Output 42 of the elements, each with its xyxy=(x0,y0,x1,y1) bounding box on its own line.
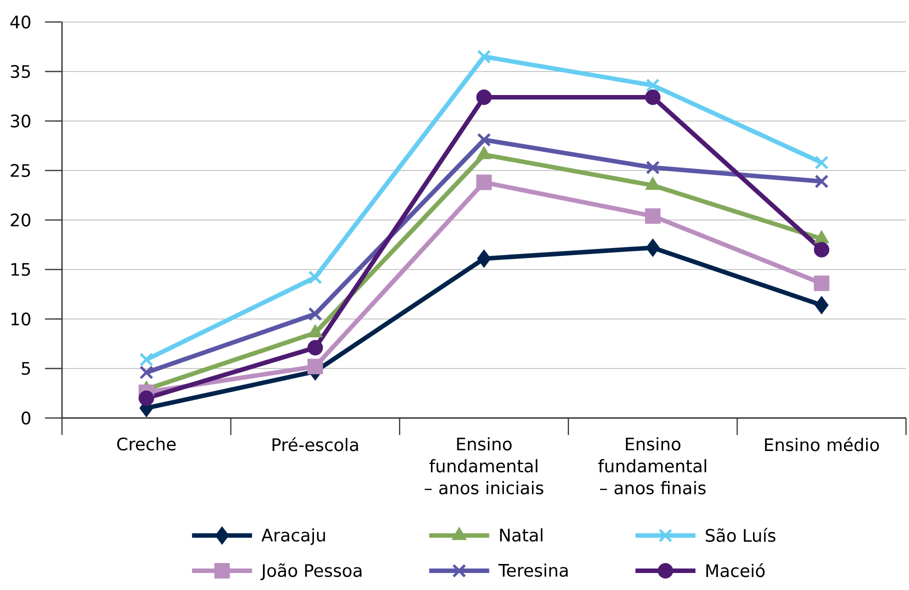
legend-label: João Pessoa xyxy=(260,563,362,580)
point xyxy=(814,296,829,314)
point xyxy=(307,340,323,356)
x-tick-label: Ensino fundamental – anos iniciais xyxy=(424,437,544,494)
y-tick-label: 5 xyxy=(22,362,30,375)
y-tick-label: 10 xyxy=(11,312,30,326)
y-tick-label: 40 xyxy=(10,15,30,29)
point xyxy=(477,132,491,147)
point xyxy=(139,366,154,380)
point xyxy=(476,89,492,105)
legend-label: Maceió xyxy=(706,563,765,578)
point xyxy=(477,249,492,268)
legend-label: Aracaju xyxy=(261,528,325,545)
y-tick-label: 30 xyxy=(10,114,30,128)
legend-label: Natal xyxy=(500,528,542,542)
point xyxy=(814,174,829,188)
point xyxy=(814,242,830,258)
x-tick-label: Ensino médio xyxy=(765,437,879,452)
y-tick-label: 35 xyxy=(10,64,30,78)
legend-label: Teresina xyxy=(498,564,568,577)
legend-label: São Luís xyxy=(706,528,776,542)
point xyxy=(646,160,660,174)
point xyxy=(308,307,322,322)
point xyxy=(814,156,829,170)
point xyxy=(307,358,323,374)
x-tick-label: Creche xyxy=(117,437,176,451)
point xyxy=(646,238,660,257)
x-tick-label: Pré-escola xyxy=(272,437,358,452)
point xyxy=(138,390,154,406)
y-tick-label: 15 xyxy=(11,263,30,276)
point xyxy=(477,50,491,64)
point xyxy=(308,270,322,284)
point xyxy=(139,352,154,367)
point xyxy=(814,276,830,292)
x-tick-label: Ensino fundamental – anos finais xyxy=(598,437,706,494)
point xyxy=(645,208,661,224)
y-tick-label: 25 xyxy=(10,164,30,178)
point xyxy=(646,78,660,92)
y-tick-label: 20 xyxy=(10,213,30,227)
point xyxy=(476,174,492,190)
y-tick-label: 0 xyxy=(22,411,30,425)
point xyxy=(645,89,661,105)
